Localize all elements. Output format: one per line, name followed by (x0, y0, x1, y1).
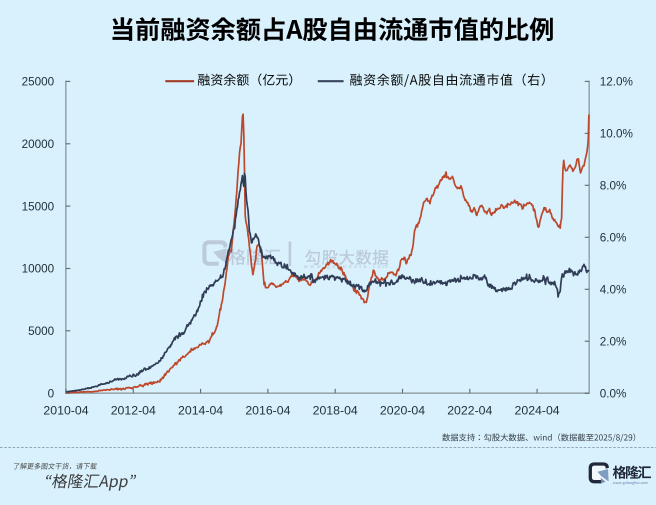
svg-text:2020-04: 2020-04 (380, 404, 425, 418)
svg-text:2022-04: 2022-04 (447, 404, 492, 418)
svg-text:12.0%: 12.0% (600, 76, 633, 89)
svg-text:0: 0 (48, 387, 55, 400)
svg-text:8.0%: 8.0% (600, 180, 627, 193)
svg-text:20000: 20000 (22, 138, 55, 151)
svg-text:25000: 25000 (22, 76, 55, 89)
svg-text:0.0%: 0.0% (600, 387, 627, 400)
svg-text:10000: 10000 (22, 263, 55, 276)
svg-text:15000: 15000 (22, 200, 55, 213)
svg-text:2018-04: 2018-04 (313, 404, 358, 418)
svg-text:2012-04: 2012-04 (111, 404, 156, 418)
svg-text:2010-04: 2010-04 (43, 404, 88, 418)
svg-text:2016-04: 2016-04 (245, 404, 290, 418)
svg-text:10.0%: 10.0% (600, 128, 633, 141)
svg-text:6.0%: 6.0% (600, 232, 627, 245)
svg-text:4.0%: 4.0% (600, 284, 627, 297)
svg-text:2024-04: 2024-04 (515, 404, 560, 418)
svg-text:5000: 5000 (28, 325, 55, 338)
svg-text:2014-04: 2014-04 (178, 404, 223, 418)
svg-text:2.0%: 2.0% (600, 335, 627, 348)
